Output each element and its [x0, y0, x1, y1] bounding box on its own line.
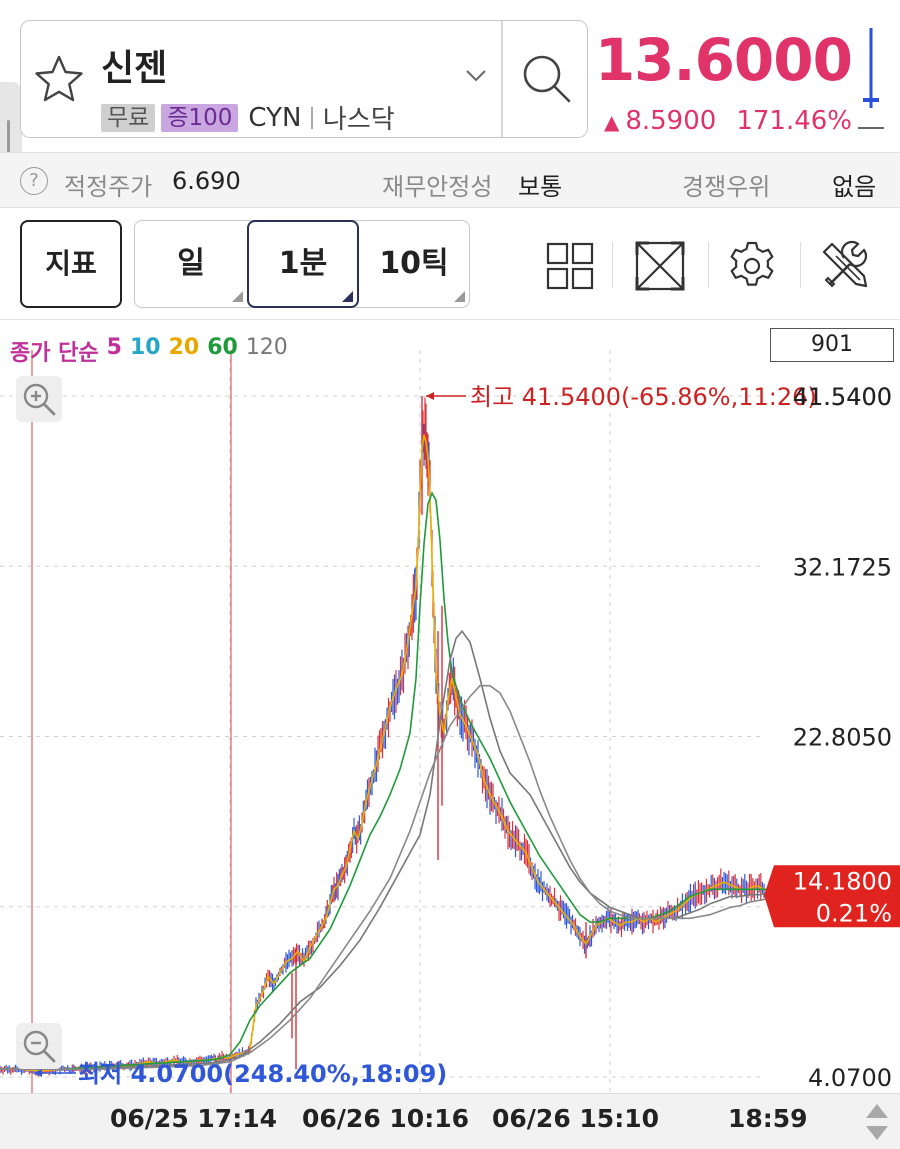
stability-value: 보통	[518, 173, 563, 201]
tools-icon[interactable]	[820, 240, 872, 292]
high-marker-arrow	[426, 392, 434, 400]
fair-price-label: 적정주가	[64, 173, 153, 201]
zoom-in-icon[interactable]	[16, 376, 62, 422]
low-label: 최저 4.0700(248.40%,18:09)	[78, 1060, 447, 1088]
period-minute-label: 1분	[278, 245, 328, 281]
price-axis-panel	[766, 350, 900, 1093]
stock-name[interactable]: 신젠	[101, 48, 168, 89]
price-tick-label: 22.8050	[793, 724, 892, 752]
gear-icon[interactable]	[726, 240, 778, 292]
time-tick: 06/25 17:14	[110, 1104, 277, 1133]
current-price: 13.6000	[594, 26, 853, 94]
legend-ma5: 5	[106, 335, 122, 360]
toolbar-divider	[612, 242, 613, 288]
layout-grid-icon[interactable]	[544, 240, 596, 292]
up-arrow-icon: ▲	[603, 110, 620, 134]
chevron-down-icon[interactable]	[463, 65, 489, 85]
low-marker-arrow	[34, 1069, 42, 1077]
period-selector: 일 1분 10틱	[134, 219, 470, 308]
stock-selector[interactable]: 신젠 무료 증100 CYN 나스닥	[20, 20, 588, 138]
period-day-label: 일	[177, 246, 205, 281]
ma-line-20	[0, 491, 780, 1071]
advantage-label: 경쟁우위	[682, 173, 771, 201]
chart-canvas[interactable]: 41.5400 32.1725 22.8050 4.0700 최고 41.5400(-6…	[0, 320, 900, 1093]
stock-tags: 무료 증100 CYN 나스닥	[101, 99, 395, 136]
indicator-button[interactable]: 지표	[20, 220, 122, 308]
advantage-value: 없음	[832, 173, 877, 201]
search-divider	[501, 21, 503, 137]
toolbar-divider	[800, 242, 801, 288]
change-amount: 8.5900	[625, 106, 717, 136]
visible-count-box[interactable]: 901	[770, 328, 894, 362]
time-tick: 18:59	[728, 1104, 808, 1133]
price-change: ▲ 8.5900 171.46%	[604, 106, 852, 136]
period-day-button[interactable]: 일	[135, 221, 247, 306]
period-tick-label: 10틱	[379, 246, 449, 281]
ma-line-yellow	[0, 434, 900, 1072]
legend-ma10: 10	[129, 335, 161, 360]
free-badge: 무료	[101, 103, 156, 132]
current-price-tag-pct: 0.21%	[816, 899, 892, 927]
current-price-tag-value: 14.1800	[793, 867, 892, 895]
ticker-code: CYN	[248, 102, 302, 133]
tag-divider	[311, 106, 313, 129]
fundamental-summary: ? 적정주가 6.690 재무안정성 보통 경쟁우위 없음	[0, 152, 900, 208]
dropdown-corner-icon	[342, 290, 353, 302]
dropdown-corner-icon	[232, 291, 243, 302]
moving-average-legend[interactable]: 종가 단순 5 10 20 60 120	[10, 335, 288, 367]
change-amount-wrap: ▲ 8.5900	[604, 106, 716, 136]
time-axis: 06/25 17:14 06/26 10:16 06/26 15:10 18:5…	[0, 1093, 900, 1149]
mini-candle-icon	[858, 28, 884, 129]
time-tick: 06/26 15:10	[492, 1104, 659, 1133]
high-label: 최고 41.5400(-65.86%,11:26)	[470, 383, 817, 411]
price-chart[interactable]: 41.5400 32.1725 22.8050 4.0700 최고 41.5400(-6…	[0, 320, 900, 1093]
stock-header: 신젠 무료 증100 CYN 나스닥 13.6000 ▲ 8.5900 171.4…	[0, 0, 900, 186]
help-icon[interactable]: ?	[20, 167, 48, 195]
market-name: 나스닥	[322, 105, 395, 135]
stability-label: 재무안정성	[382, 173, 493, 201]
dropdown-corner-icon	[454, 291, 465, 302]
scroll-arrows-icon[interactable]	[862, 1100, 892, 1144]
price-tick-label: 32.1725	[793, 553, 892, 581]
period-minute-button[interactable]: 1분	[247, 219, 359, 308]
chart-toolbar: 지표 일 1분 10틱	[0, 208, 900, 320]
price-tick-label-top: 41.5400	[793, 383, 892, 411]
current-price-tag	[764, 865, 900, 928]
change-percent: 171.46%	[736, 106, 852, 136]
search-icon[interactable]	[517, 49, 577, 109]
margin-badge: 증100	[161, 103, 239, 132]
zoom-out-icon[interactable]	[16, 1023, 62, 1069]
ma-line-120	[0, 684, 781, 1071]
period-tick-button[interactable]: 10틱	[359, 221, 469, 306]
toolbar-divider	[708, 242, 709, 288]
fair-price-value: 6.690	[172, 167, 241, 195]
price-tick-label: 41.5400	[793, 383, 892, 411]
legend-ma60: 60	[207, 335, 238, 360]
star-icon[interactable]	[33, 53, 85, 105]
time-tick: 06/26 10:16	[302, 1104, 469, 1133]
legend-ma20: 20	[168, 335, 200, 360]
legend-ma120: 120	[245, 335, 288, 360]
fullscreen-icon[interactable]	[634, 240, 686, 292]
ma-line-60	[0, 629, 780, 1071]
legend-prefix: 종가 단순	[10, 341, 99, 366]
price-tick-label: 4.0700	[808, 1064, 892, 1092]
